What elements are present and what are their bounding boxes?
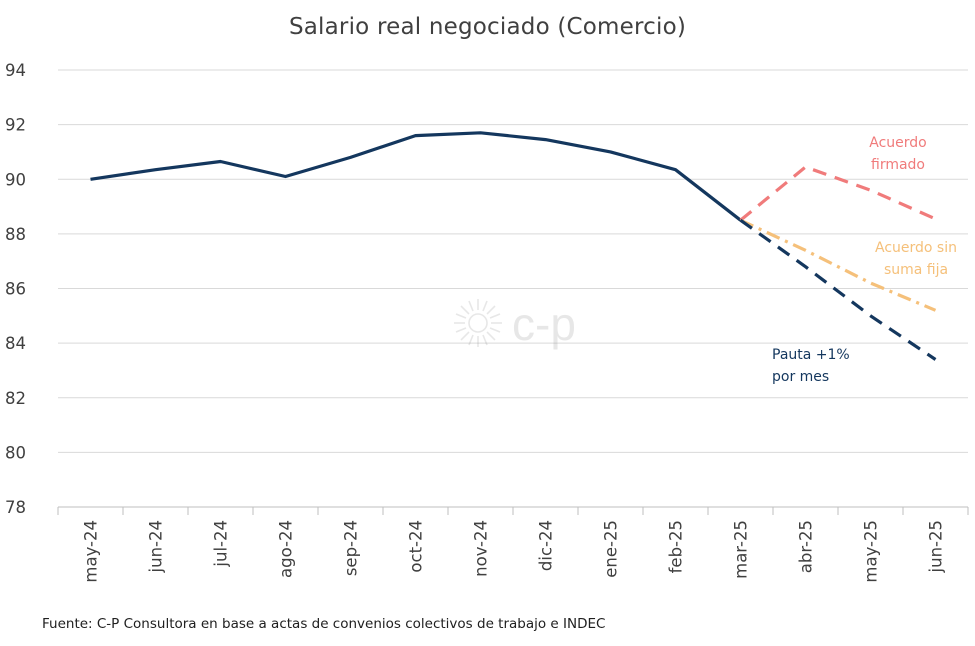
x-tick-label: mar-25 (732, 520, 751, 579)
x-tick-label: ago-24 (277, 520, 296, 578)
source-note: Fuente: C-P Consultora en base a actas d… (42, 616, 606, 632)
series-line-2 (739, 218, 937, 312)
y-tick-label: 92 (5, 116, 26, 135)
y-tick-label: 80 (5, 443, 26, 462)
annotation-line: suma fija (883, 262, 949, 278)
axes (57, 506, 969, 515)
watermark-text: c-p (512, 298, 576, 350)
annotation-acuerdo-firmado: Acuerdo firmado (848, 132, 948, 176)
annotation-line: por mes (772, 369, 830, 385)
annotation-line: firmado (871, 157, 925, 173)
annotation-line: Acuerdo sin (875, 240, 957, 256)
x-tick-label: may-24 (82, 520, 101, 583)
x-tick-label: dic-24 (537, 520, 556, 571)
y-tick-label: 90 (5, 170, 26, 189)
x-tick-label: jun-25 (927, 520, 946, 573)
x-tick-label: sep-24 (342, 520, 361, 576)
y-tick-label: 82 (5, 389, 26, 408)
x-tick-label: abr-25 (797, 520, 816, 573)
x-tick-label: jul-24 (212, 520, 231, 568)
y-tick-label: 86 (5, 280, 26, 299)
x-tick-label: ene-25 (602, 520, 621, 578)
tick-labels: 78 80 82 84 86 88 90 92 94 may-24 jun-24 jul-24 ago-… (5, 61, 946, 583)
x-tick-label: feb-25 (667, 520, 686, 573)
annotation-line: Pauta +1% (772, 347, 850, 363)
sun-icon (454, 299, 502, 347)
x-tick-label: jun-24 (147, 520, 166, 573)
series-line-0 (90, 131, 742, 222)
x-tick-label: nov-24 (472, 520, 491, 577)
y-tick-label: 94 (5, 61, 26, 80)
x-tick-label: may-25 (862, 520, 881, 583)
series-line-1 (739, 165, 937, 222)
annotation-pauta: Pauta +1% por mes (772, 344, 872, 388)
annotation-line: Acuerdo (869, 135, 927, 151)
y-tick-label: 88 (5, 225, 26, 244)
y-tick-label: 84 (5, 334, 26, 353)
x-tick-label: oct-24 (407, 520, 426, 573)
y-tick-label: 78 (5, 498, 26, 517)
series-line-3 (739, 218, 937, 361)
chart-title: Salario real negociado (Comercio) (288, 14, 687, 40)
watermark-logo: c-p (454, 298, 576, 350)
annotation-acuerdo-sin-suma-fija: Acuerdo sin suma fija (858, 237, 974, 281)
gridlines (58, 69, 968, 453)
series (90, 131, 937, 361)
